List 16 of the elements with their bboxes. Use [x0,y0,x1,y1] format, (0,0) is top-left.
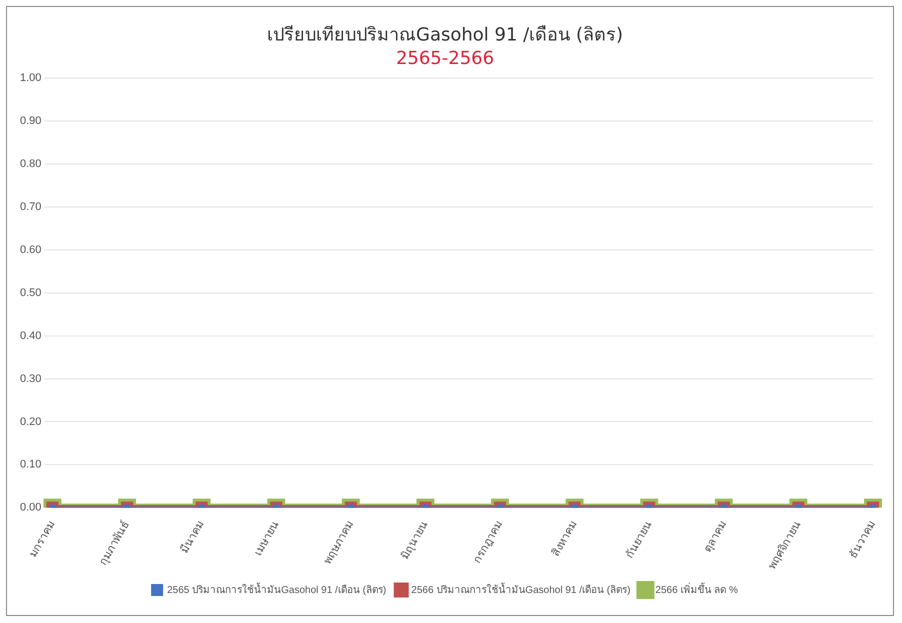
chart-title: เปรียบเทียบปริมาณGasohol 91 /เดือน (ลิตร) [267,24,623,46]
y-tick-label: 1.00 [20,72,42,84]
y-tick-label: 0.10 [20,458,42,471]
y-tick-label: 0.40 [20,330,42,342]
chart-subtitle: 2565-2566 [396,48,494,70]
legend-label: 2566 เพิ่มขึ้น ลด % [655,582,738,596]
legend-label: 2566 ปริมาณการใช้น้ำมันGasohol 91 /เดือน (ลิตร) [411,582,630,596]
y-tick-label: 0.30 [20,372,42,385]
y-tick-label: 0.60 [20,244,42,256]
y-tick-label: 0.90 [20,115,42,128]
legend-label: 2565 ปริมาณการใช้น้ำมันGasohol 91 /เดือน (ลิตร) [167,582,386,596]
y-tick-label: 0.20 [20,416,42,428]
y-tick-label: 0.80 [20,158,42,170]
y-tick-label: 0.00 [20,502,42,514]
y-tick-label: 0.70 [20,201,42,214]
y-tick-label: 0.50 [20,286,42,299]
